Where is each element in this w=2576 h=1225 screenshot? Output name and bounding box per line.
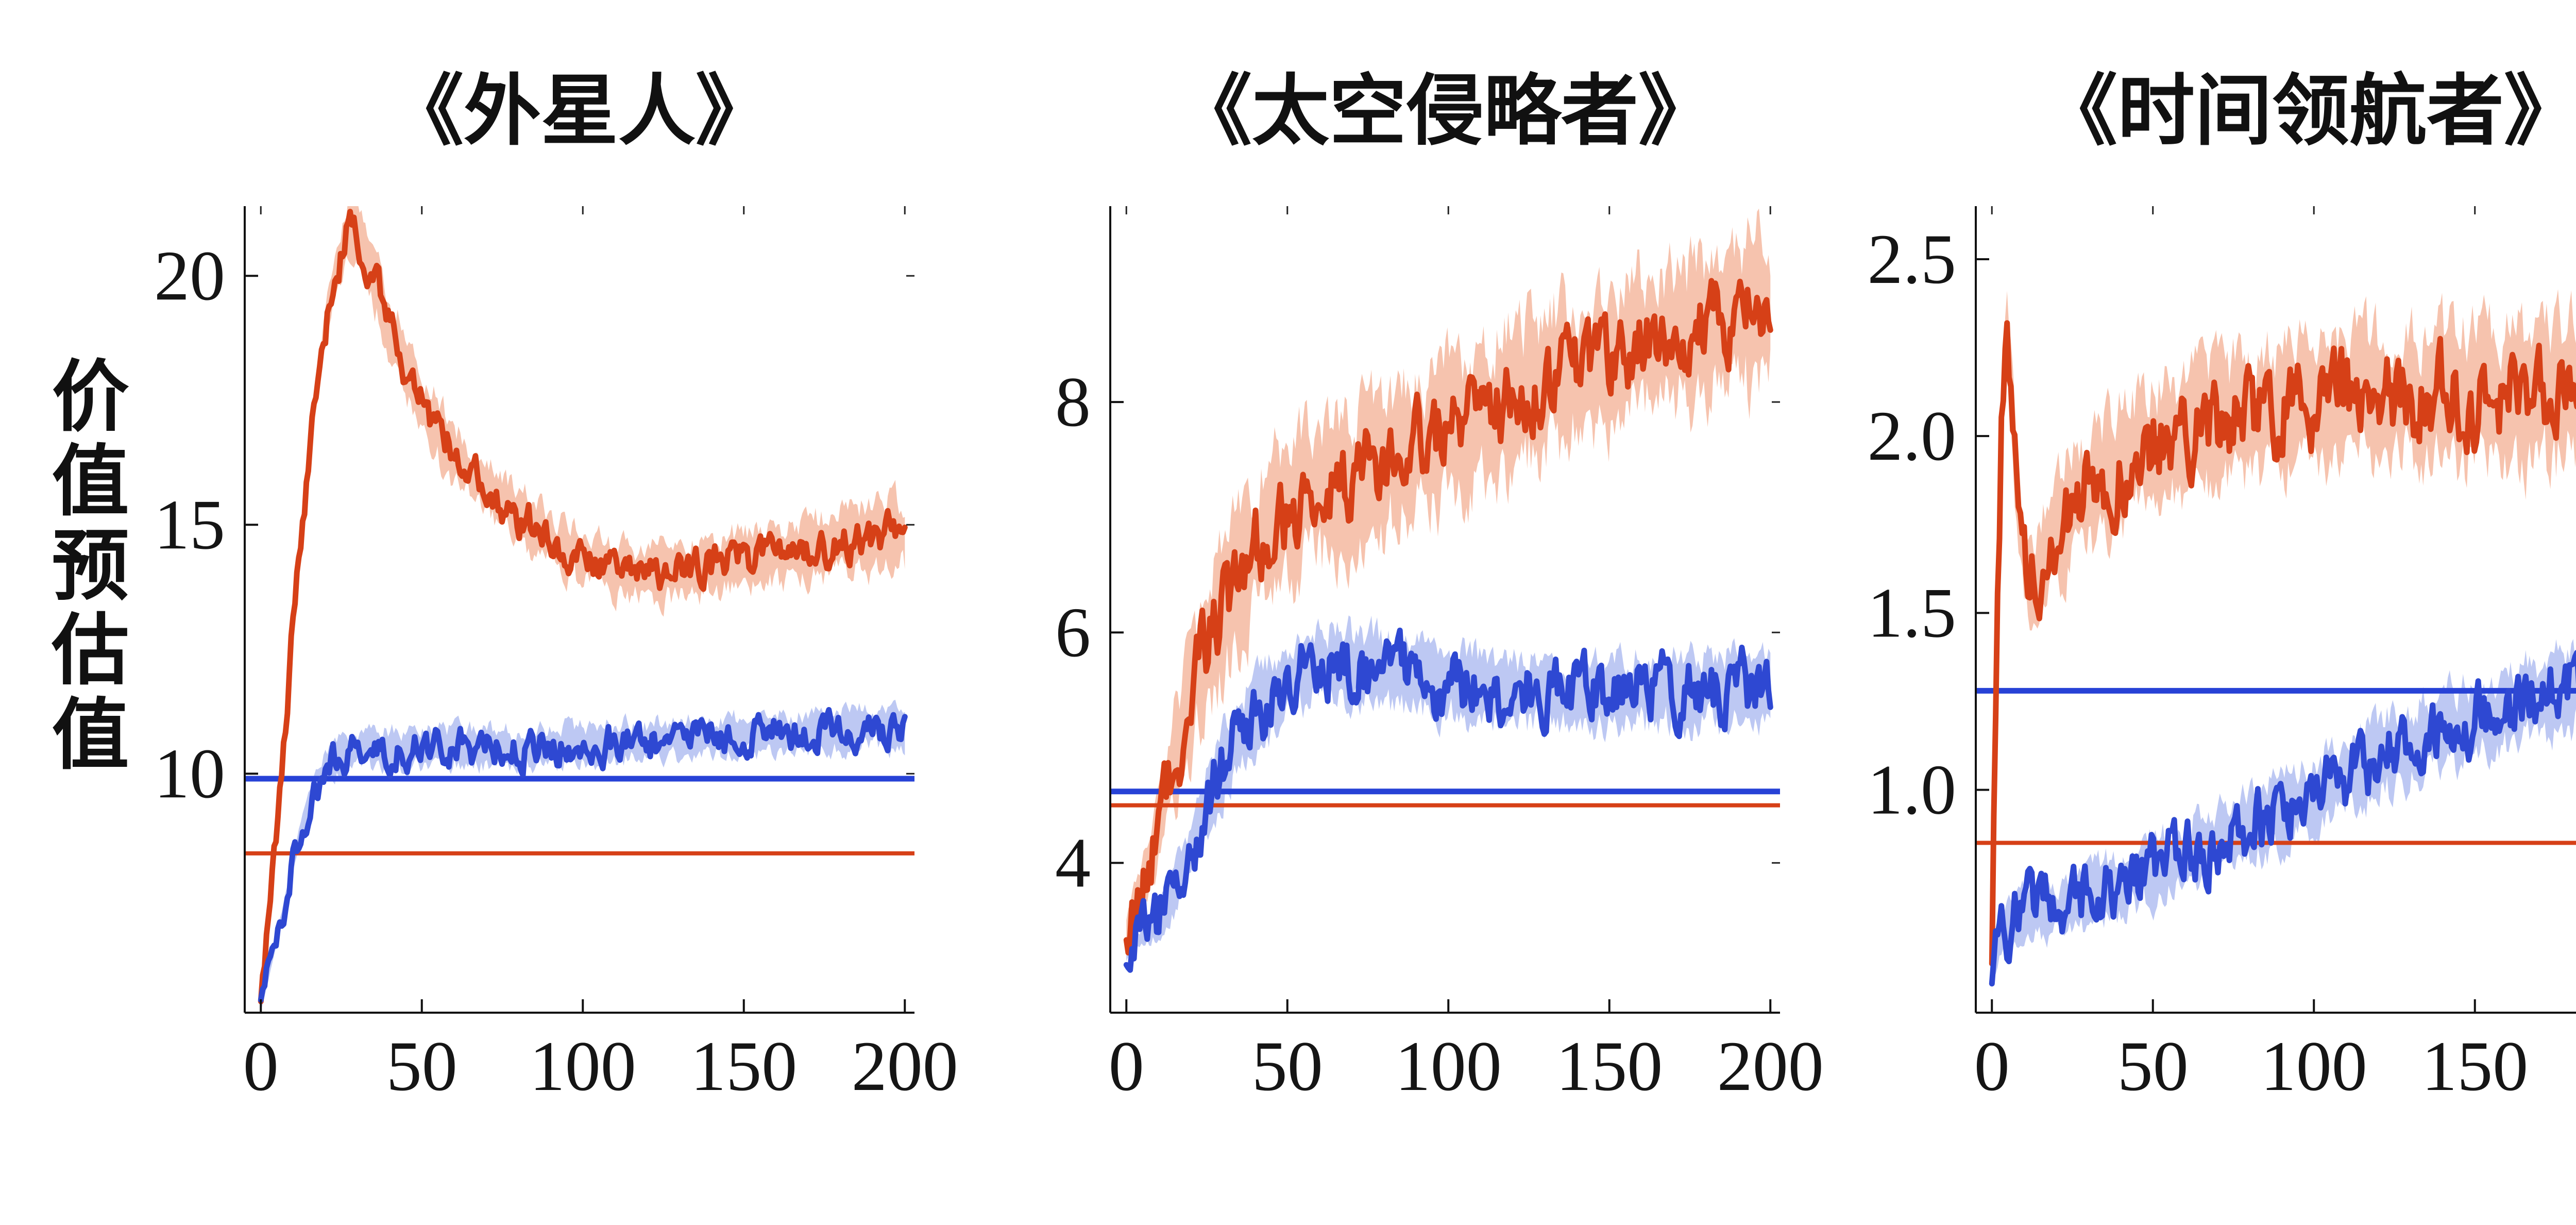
ddqn-estimate-line [1123,627,1773,973]
y-tick-label: 10 [154,734,225,813]
y-tick-label: 2.0 [1868,396,1957,475]
chart-title-alien: 《外星人》 [386,68,773,154]
dqn-estimate-line [1989,320,2576,967]
y-tick-label: 8 [1055,362,1091,441]
x-tick-label: 200 [852,1027,958,1105]
x-tick-label: 50 [1252,1027,1323,1105]
chart-panel-alien: 《外星人》 10 15 20 0 50 100 150 200 [90,41,958,1165]
x-tick-label: 100 [2261,1027,2367,1105]
y-tick-label: 1.5 [1868,573,1957,652]
plot-area [1110,208,1780,973]
x-tick-label: 0 [1109,1027,1144,1105]
chart-svg-time-pilot: 1.01.52.02.5050100150200 [1868,206,2576,1105]
plot-area [1976,289,2576,995]
x-tick-label: 150 [2421,1027,2528,1105]
x-tick-label: 150 [690,1027,797,1105]
x-tick-label: 50 [386,1027,457,1105]
y-tick-label: 20 [154,236,225,315]
x-tick-label: 100 [1395,1027,1502,1105]
y-axis-label: 价值预估值 [41,356,127,778]
plot-area [245,206,914,1011]
y-tick-label: 15 [154,485,225,564]
ddqn-estimate-line [258,707,908,1003]
chart-svg-space-invaders: 4 6 8 0 50 100 150 200 [1055,206,1824,1105]
ddqn-estimate-line [1989,650,2576,987]
x-tick-label: 50 [2117,1027,2189,1105]
y-tick-label: 4 [1055,823,1091,902]
x-tick-label: 0 [243,1027,279,1105]
x-tick-label: 150 [1556,1027,1663,1105]
chart-panel-time-pilot: 《时间领航者》 1.01.52.02.5050100150200 [1821,41,2576,1165]
y-tick-label: 6 [1055,593,1091,672]
y-tick-label: 1.0 [1868,750,1957,829]
x-tick-label: 100 [530,1027,636,1105]
dqn-estimate-line [1123,278,1773,956]
dqn-estimate-band [261,206,905,1008]
y-tick-label: 2.5 [1868,220,1957,298]
chart-title-space-invaders: 《太空侵略者》 [1174,68,1716,154]
x-tick-label: 200 [1717,1027,1824,1105]
chart-panel-space-invaders: 《太空侵略者》 4 6 8 0 50 100 150 200 [956,41,1824,1165]
x-tick-label: 0 [1974,1027,2010,1105]
dqn-estimate-line [258,209,908,1004]
chart-title-time-pilot: 《时间领航者》 [2040,68,2576,154]
